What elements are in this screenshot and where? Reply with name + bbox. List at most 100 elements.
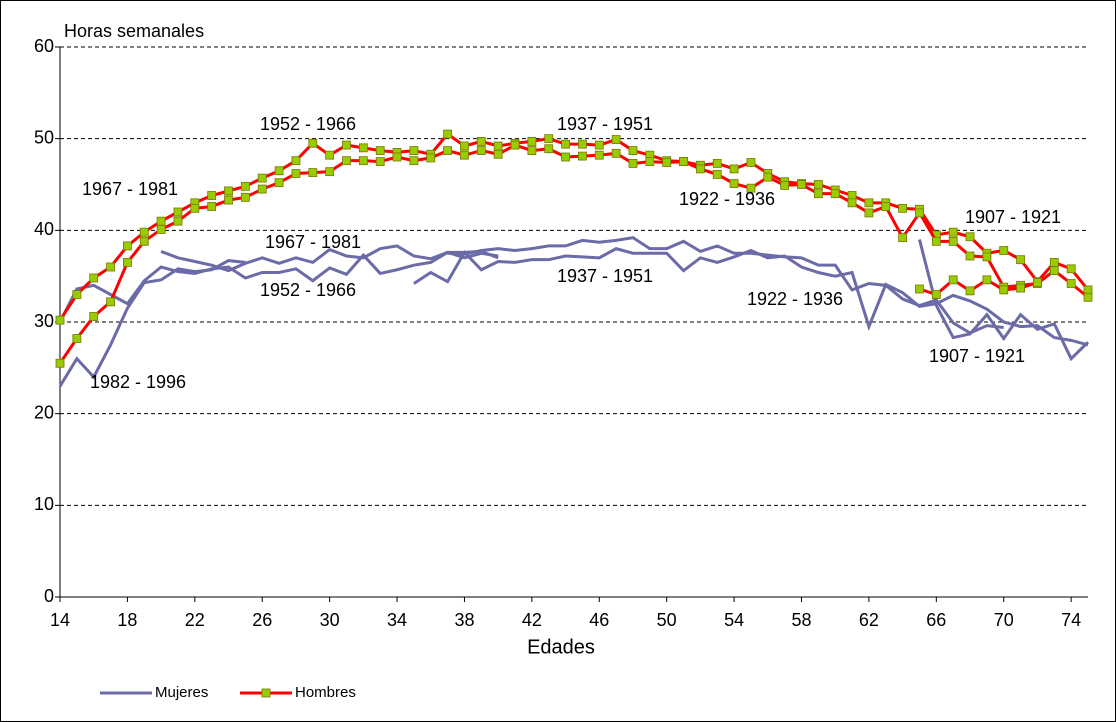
series-marker [898,203,908,213]
series-marker [55,315,65,325]
series-marker [375,146,385,155]
series-marker [679,157,688,166]
series-marker [55,358,65,368]
series-marker [207,191,217,200]
x-tick-label: 26 [252,610,272,630]
series-marker [965,251,975,261]
series-marker [476,146,486,155]
annotation: 1907 - 1921 [965,207,1061,227]
series-marker [527,137,537,146]
series-marker [358,156,368,166]
series-marker [173,207,183,217]
series-marker [240,181,250,191]
series-marker [72,290,82,299]
series-marker [257,173,267,183]
x-tick-label: 38 [454,610,474,630]
y-axis-title: Horas semanales [64,21,204,41]
series-marker [813,189,823,199]
series-marker [999,246,1009,255]
series-marker [948,236,958,246]
series-marker [695,164,705,174]
series-marker [712,170,722,179]
series-marker [1083,292,1093,302]
series-marker [291,169,301,178]
series-marker [139,227,149,237]
series-marker [578,139,587,149]
series-marker [746,158,756,167]
series-marker [291,156,301,166]
series-marker [358,143,368,153]
series-marker [123,258,132,267]
series-marker [527,146,537,155]
y-tick-label: 0 [44,586,54,606]
series-marker [342,156,351,166]
series-marker [628,159,638,168]
x-tick-label: 54 [724,610,744,630]
series-marker [139,236,149,246]
y-tick-label: 60 [34,36,54,56]
x-tick-label: 18 [117,610,137,630]
series-marker [443,129,453,139]
series-marker [915,208,924,218]
series-marker [240,192,250,202]
series-marker [578,151,587,161]
series-marker [173,216,183,226]
series-marker [544,134,554,144]
series-marker [510,140,520,150]
series-marker [830,189,840,199]
series-marker [662,158,672,167]
series-marker [898,233,908,243]
annotation: 1937 - 1951 [557,114,653,134]
annotation: 1922 - 1936 [747,289,843,309]
legend-marker [261,688,271,698]
series-line [413,247,1089,347]
series-marker [409,146,419,155]
series-marker [999,285,1009,295]
x-tick-label: 30 [320,610,340,630]
series-marker [847,198,857,208]
series-marker [544,144,554,154]
series-marker [1066,264,1076,274]
series-marker [965,232,975,242]
series-line [447,236,1004,335]
series-marker [628,146,638,155]
series-marker [965,286,975,296]
x-tick-label: 34 [387,610,407,630]
series-marker [106,262,115,272]
legend-label: Mujeres [155,684,208,701]
series-marker [476,137,486,146]
series-marker [763,172,773,182]
annotation: 1907 - 1921 [929,346,1025,366]
series-marker [881,202,891,211]
series-marker [1083,285,1093,295]
series-marker [1033,278,1042,287]
series-marker [948,227,958,237]
series-marker [982,275,992,285]
series-marker [89,273,99,283]
series-marker [342,140,351,150]
series-marker [460,141,469,151]
series-marker [1016,283,1025,293]
y-tick-label: 50 [34,127,54,147]
series-marker [594,140,604,150]
series-line [58,249,499,323]
series-marker [156,216,166,226]
legend-label: Hombres [295,684,356,701]
annotation: 1967 - 1981 [82,179,178,199]
x-tick-label: 66 [926,610,946,630]
series-marker [780,181,790,190]
series-marker [611,148,621,158]
x-tick-label: 22 [185,610,205,630]
x-tick-label: 42 [522,610,542,630]
annotation: 1937 - 1951 [557,266,653,286]
series-marker [847,191,857,200]
annotation: 1922 - 1936 [679,189,775,209]
series-marker [982,252,992,262]
series-marker [207,202,217,211]
series-marker [561,152,570,162]
series-marker [948,275,958,285]
series-marker [729,164,739,174]
series-marker [561,139,570,149]
annotation: 1967 - 1981 [265,232,361,252]
